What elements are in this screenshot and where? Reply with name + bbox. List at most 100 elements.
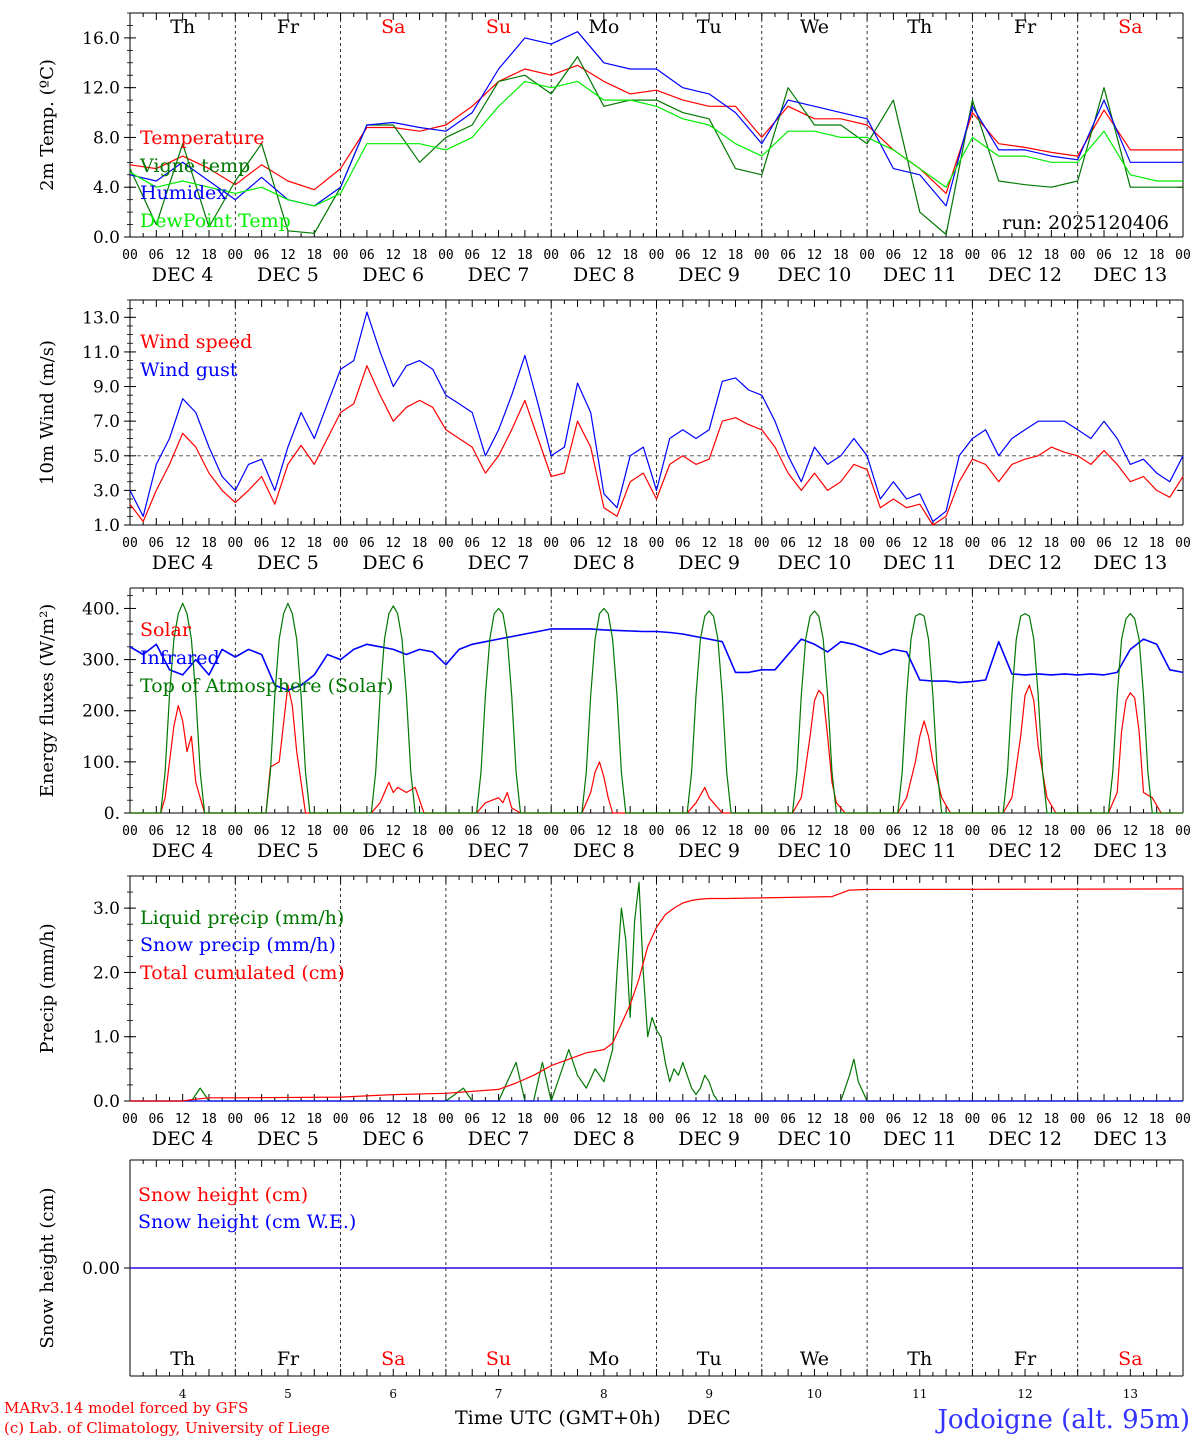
day-name: Mo bbox=[588, 16, 619, 38]
hour-label: 06 bbox=[886, 536, 902, 551]
hour-label: 18 bbox=[517, 536, 533, 551]
y-axis-label: Precip (mm/h) bbox=[37, 923, 58, 1053]
date-label: DEC 8 bbox=[573, 552, 635, 574]
hour-label: 12 bbox=[1123, 536, 1139, 551]
legend-entry: Top of Atmosphere (Solar) bbox=[140, 675, 393, 697]
date-label: DEC 8 bbox=[573, 1128, 635, 1150]
day-name: Th bbox=[907, 16, 932, 38]
day-name: Th bbox=[170, 16, 195, 38]
hour-label: 06 bbox=[1096, 1112, 1112, 1127]
day-name: Fr bbox=[1014, 16, 1037, 38]
hour-label: 00 bbox=[1070, 1112, 1086, 1127]
day-name: Mo bbox=[588, 1348, 619, 1370]
hour-label: 00 bbox=[1175, 1112, 1191, 1127]
hour-label: 06 bbox=[570, 1112, 586, 1127]
hour-label: 06 bbox=[464, 248, 480, 263]
series-line bbox=[130, 684, 1183, 814]
hour-label: 06 bbox=[675, 536, 691, 551]
hour-label: 18 bbox=[622, 536, 638, 551]
legend-entry: Snow height (cm W.E.) bbox=[138, 1211, 356, 1233]
hour-label: 18 bbox=[412, 824, 428, 839]
date-label: DEC 13 bbox=[1093, 840, 1167, 862]
y-tick-label: 12.0 bbox=[82, 79, 120, 99]
hour-label: 06 bbox=[148, 1112, 164, 1127]
hour-label: 18 bbox=[306, 536, 322, 551]
hour-label: 18 bbox=[938, 1112, 954, 1127]
day-name: Su bbox=[486, 1348, 511, 1370]
day-number: 13 bbox=[1123, 1387, 1138, 1401]
date-label: DEC 7 bbox=[468, 840, 530, 862]
hour-label: 18 bbox=[306, 824, 322, 839]
hour-label: 06 bbox=[148, 824, 164, 839]
hour-label: 00 bbox=[122, 824, 138, 839]
hour-label: 12 bbox=[1017, 1112, 1033, 1127]
series-line bbox=[130, 602, 1183, 814]
hour-label: 12 bbox=[596, 248, 612, 263]
hour-label: 00 bbox=[965, 536, 981, 551]
hour-label: 12 bbox=[385, 536, 401, 551]
hour-label: 18 bbox=[201, 248, 217, 263]
hour-label: 06 bbox=[886, 248, 902, 263]
date-label: DEC 13 bbox=[1093, 1128, 1167, 1150]
hour-label: 18 bbox=[1149, 248, 1165, 263]
hour-label: 00 bbox=[754, 536, 770, 551]
date-label: DEC 11 bbox=[883, 552, 957, 574]
hour-label: 06 bbox=[148, 248, 164, 263]
x-axis-label: Time UTC (GMT+0h) bbox=[455, 1407, 661, 1429]
hour-label: 18 bbox=[622, 248, 638, 263]
hour-label: 00 bbox=[859, 248, 875, 263]
legend-entry: Snow precip (mm/h) bbox=[140, 934, 336, 956]
hour-label: 12 bbox=[280, 1112, 296, 1127]
hour-label: 06 bbox=[991, 248, 1007, 263]
hour-label: 12 bbox=[385, 248, 401, 263]
day-number: 11 bbox=[912, 1387, 927, 1401]
y-tick-label: 400. bbox=[82, 599, 120, 619]
y-tick-label: 300. bbox=[82, 651, 120, 671]
day-name: Tu bbox=[697, 1348, 722, 1370]
y-tick-label: 5.0 bbox=[93, 447, 120, 467]
hour-label: 06 bbox=[991, 536, 1007, 551]
hour-label: 00 bbox=[1175, 824, 1191, 839]
model-credit: MARv3.14 model forced by GFS bbox=[4, 1399, 248, 1417]
hour-label: 18 bbox=[201, 824, 217, 839]
day-number: 9 bbox=[705, 1387, 713, 1401]
hour-label: 12 bbox=[491, 824, 507, 839]
hour-label: 06 bbox=[254, 824, 270, 839]
hour-label: 12 bbox=[807, 248, 823, 263]
y-axis-label: 10m Wind (m/s) bbox=[37, 340, 58, 485]
hour-label: 12 bbox=[596, 1112, 612, 1127]
date-label: DEC 6 bbox=[362, 1128, 424, 1150]
y-axis-label: Energy fluxes (W/m²) bbox=[37, 604, 58, 798]
day-name: We bbox=[800, 1348, 829, 1370]
hour-label: 06 bbox=[359, 248, 375, 263]
y-tick-label: 3.0 bbox=[93, 481, 120, 501]
hour-label: 00 bbox=[333, 536, 349, 551]
date-label: DEC 12 bbox=[988, 264, 1062, 286]
y-tick-label: 2.0 bbox=[93, 963, 120, 983]
hour-label: 00 bbox=[333, 1112, 349, 1127]
location-title: Jodoigne (alt. 95m) bbox=[934, 1405, 1190, 1435]
hour-label: 18 bbox=[1044, 824, 1060, 839]
hour-label: 06 bbox=[675, 248, 691, 263]
hour-label: 06 bbox=[991, 1112, 1007, 1127]
date-label: DEC 10 bbox=[778, 1128, 852, 1150]
hour-label: 12 bbox=[491, 1112, 507, 1127]
hour-label: 06 bbox=[991, 824, 1007, 839]
hour-label: 18 bbox=[412, 1112, 428, 1127]
date-label: DEC 7 bbox=[468, 264, 530, 286]
hour-label: 18 bbox=[728, 824, 744, 839]
legend-entry: Temperature bbox=[140, 127, 264, 149]
hour-label: 00 bbox=[649, 536, 665, 551]
panel-snow: 0.00 Snow height (cm) Snow height (cm) Snow… bbox=[37, 1159, 1184, 1401]
hour-label: 18 bbox=[306, 248, 322, 263]
legend-entry: Vigne temp bbox=[139, 155, 250, 177]
y-tick-label: 200. bbox=[82, 702, 120, 722]
y-tick-label: 1.0 bbox=[93, 516, 120, 536]
hour-label: 12 bbox=[1123, 1112, 1139, 1127]
hour-label: 18 bbox=[517, 1112, 533, 1127]
hour-label: 18 bbox=[728, 536, 744, 551]
hour-label: 00 bbox=[859, 1112, 875, 1127]
hour-label: 18 bbox=[938, 536, 954, 551]
hour-label: 06 bbox=[675, 1112, 691, 1127]
